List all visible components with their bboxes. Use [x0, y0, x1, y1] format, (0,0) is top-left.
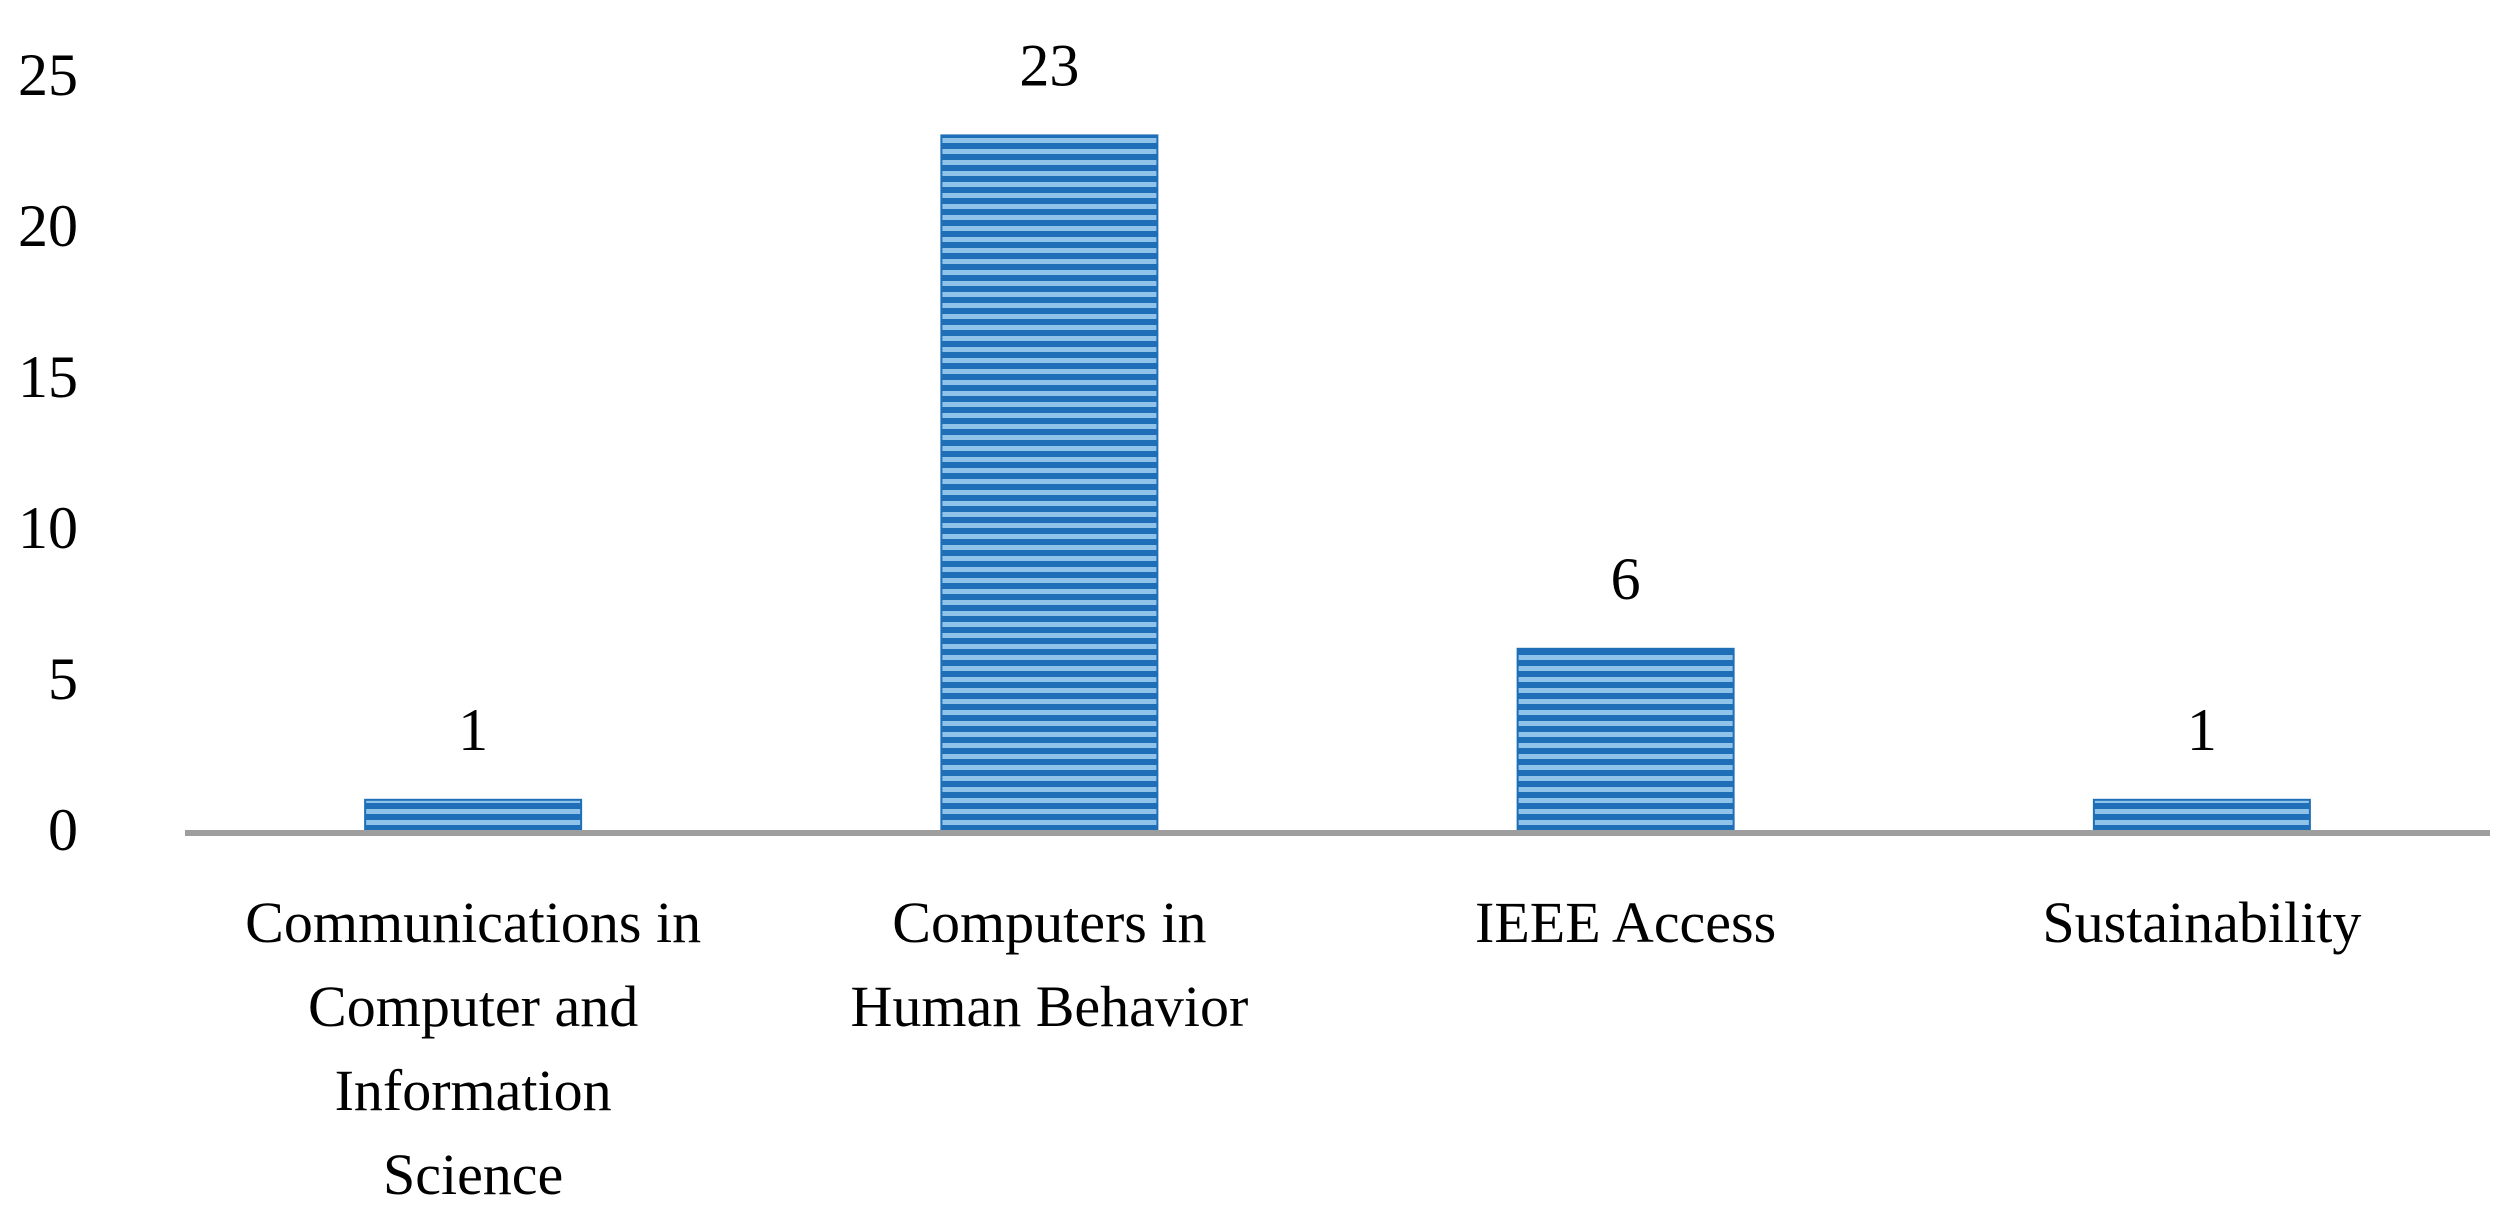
- x-category-label: IEEE Access: [1475, 890, 1776, 955]
- bar: [364, 798, 583, 831]
- y-tick-label: 15: [18, 344, 78, 410]
- x-category-label: Science: [383, 1142, 563, 1207]
- bars: [364, 134, 2311, 831]
- data-labels: 1 23 6 1: [458, 32, 2217, 762]
- x-category-label: Human Behavior: [850, 974, 1248, 1039]
- y-axis-tick-labels: 0 5 10 15 20 25: [18, 42, 78, 863]
- x-category-label: Communications in: [245, 890, 701, 955]
- data-label: 23: [1019, 32, 1079, 98]
- bar: [940, 134, 1159, 831]
- bar: [2092, 798, 2311, 831]
- x-category-label: Information: [335, 1058, 612, 1123]
- y-tick-label: 0: [48, 797, 78, 863]
- y-tick-label: 25: [18, 42, 78, 108]
- x-axis-category-labels: Communications in Computer and Information…: [245, 890, 2361, 1207]
- bar: [1516, 647, 1735, 831]
- x-category-label: Computers in: [892, 890, 1206, 955]
- x-category-label: Computer and: [308, 974, 638, 1039]
- y-tick-label: 20: [18, 193, 78, 259]
- y-tick-label: 10: [18, 495, 78, 561]
- data-label: 6: [1611, 546, 1641, 612]
- x-category-label: Sustainability: [2042, 890, 2361, 955]
- y-tick-label: 5: [48, 646, 78, 712]
- data-label: 1: [458, 697, 488, 763]
- data-label: 1: [2187, 697, 2217, 763]
